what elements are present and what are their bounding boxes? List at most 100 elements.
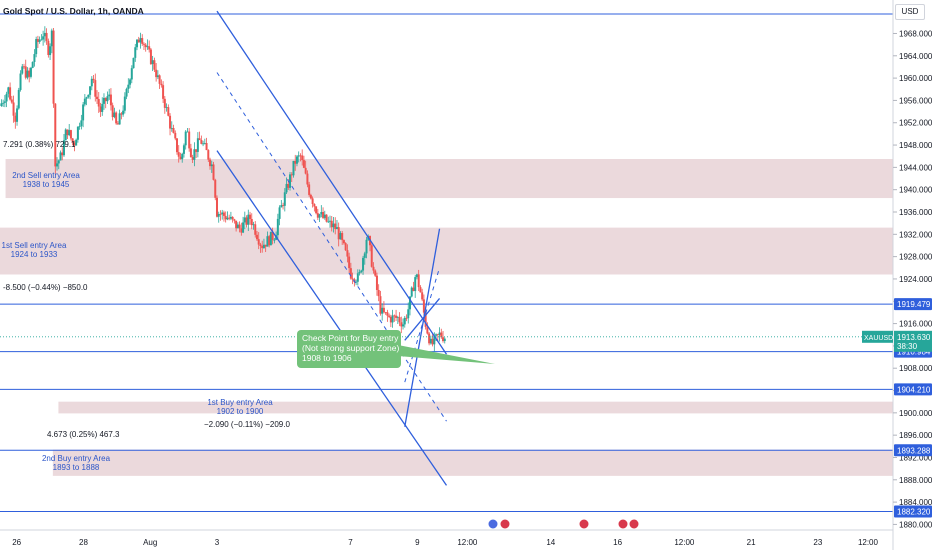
candle-body xyxy=(280,205,283,208)
candle-body xyxy=(179,156,182,160)
candle-body xyxy=(429,338,432,344)
price-tick-label: 1924.000 xyxy=(899,275,932,284)
candle-body xyxy=(379,296,382,314)
candle-body xyxy=(417,274,420,288)
candle-body xyxy=(153,60,156,70)
candle-body xyxy=(196,138,199,152)
candle-body xyxy=(327,221,330,223)
candle-body xyxy=(50,30,53,47)
candle-body xyxy=(89,86,92,95)
candle-body xyxy=(0,103,3,106)
time-tick-label: 14 xyxy=(546,538,555,547)
candle-body xyxy=(111,105,114,118)
price-tick-label: 1968.000 xyxy=(899,29,932,38)
candle-body xyxy=(205,143,208,151)
candle-body xyxy=(370,245,373,267)
candle-body xyxy=(381,307,384,314)
candle-body xyxy=(309,194,312,199)
candle-body xyxy=(170,127,173,129)
candle-body xyxy=(12,102,15,116)
currency-button[interactable]: USD xyxy=(895,4,925,20)
candle-body xyxy=(254,224,257,235)
price-tick-label: 1880.000 xyxy=(899,520,932,529)
candle-body xyxy=(217,213,220,217)
candle-body xyxy=(384,312,387,313)
zone-rect xyxy=(0,227,893,275)
candle-body xyxy=(356,273,359,282)
price-tick-label: 1944.000 xyxy=(899,163,932,172)
candle-body xyxy=(355,281,358,283)
candle-body xyxy=(182,145,185,154)
candle-body xyxy=(176,138,179,153)
time-tick-label: 21 xyxy=(747,538,756,547)
candle-body xyxy=(16,108,19,122)
candle-body xyxy=(56,163,59,167)
candle-body xyxy=(403,317,406,325)
candle-body xyxy=(391,315,394,323)
candle-body xyxy=(136,39,139,48)
candle-body xyxy=(29,67,32,77)
candle-body xyxy=(120,113,123,115)
candle-body xyxy=(75,139,78,146)
ascending-channel-line xyxy=(404,228,441,427)
candle-body xyxy=(290,174,293,176)
candle-body xyxy=(252,224,255,226)
candle-body xyxy=(94,80,97,97)
candle-body xyxy=(76,126,79,140)
candle-body xyxy=(64,129,67,141)
price-tick-label: 1952.000 xyxy=(899,119,932,128)
candle-body xyxy=(83,98,86,105)
candle-body xyxy=(82,104,85,121)
candle-body xyxy=(3,101,6,103)
candle-body xyxy=(377,289,380,297)
zone-label-2nd-sell: 2nd Sell entry Area 1938 to 1945 xyxy=(12,171,80,189)
callout-pointer xyxy=(398,345,495,364)
level-price-tag xyxy=(894,505,932,518)
candle-body xyxy=(238,224,241,229)
candle-body xyxy=(158,75,161,84)
symbol-tag xyxy=(862,330,893,343)
candle-body xyxy=(125,88,128,97)
candle-body xyxy=(49,46,52,56)
candle-body xyxy=(191,157,194,160)
candle-body xyxy=(17,89,20,109)
price-tick-label: 1956.000 xyxy=(899,96,932,105)
zone-label-1st-buy: 1st Buy entry Area 1902 to 1900 xyxy=(207,398,273,416)
candle-body xyxy=(249,214,252,219)
candle-body xyxy=(426,326,429,334)
buy-checkpoint-callout[interactable]: Check Point for Buy entry (Not strong su… xyxy=(297,330,401,368)
candle-body xyxy=(96,96,99,100)
candle-body xyxy=(273,239,276,241)
candle-body xyxy=(349,268,352,279)
candle-body xyxy=(329,220,332,222)
candle-body xyxy=(301,155,304,161)
candle-body xyxy=(142,43,145,45)
candle-body xyxy=(346,250,349,257)
candle-body xyxy=(306,173,309,185)
candle-body xyxy=(276,218,279,236)
candle-body xyxy=(113,112,116,118)
candle-body xyxy=(236,224,239,229)
candle-body xyxy=(123,96,126,111)
candle-body xyxy=(243,217,246,223)
candle-body xyxy=(320,212,323,215)
candle-body xyxy=(443,338,446,342)
candle-body xyxy=(428,333,431,344)
candle-body xyxy=(189,148,192,158)
candle-body xyxy=(318,214,321,218)
candle-body xyxy=(375,275,378,290)
candle-body xyxy=(188,131,191,149)
candle-body xyxy=(184,131,187,146)
price-tick-label: 1892.000 xyxy=(899,453,932,462)
event-flag-icon xyxy=(617,518,629,530)
candle-body xyxy=(109,94,112,106)
candle-body xyxy=(144,44,147,48)
candle-body xyxy=(2,102,5,104)
candle-body xyxy=(388,315,391,317)
candle-body xyxy=(193,149,196,160)
candle-body xyxy=(308,184,311,195)
callout-line: 1908 to 1906 xyxy=(302,353,352,363)
price-tick-label: 1964.000 xyxy=(899,52,932,61)
candle-body xyxy=(85,97,88,99)
